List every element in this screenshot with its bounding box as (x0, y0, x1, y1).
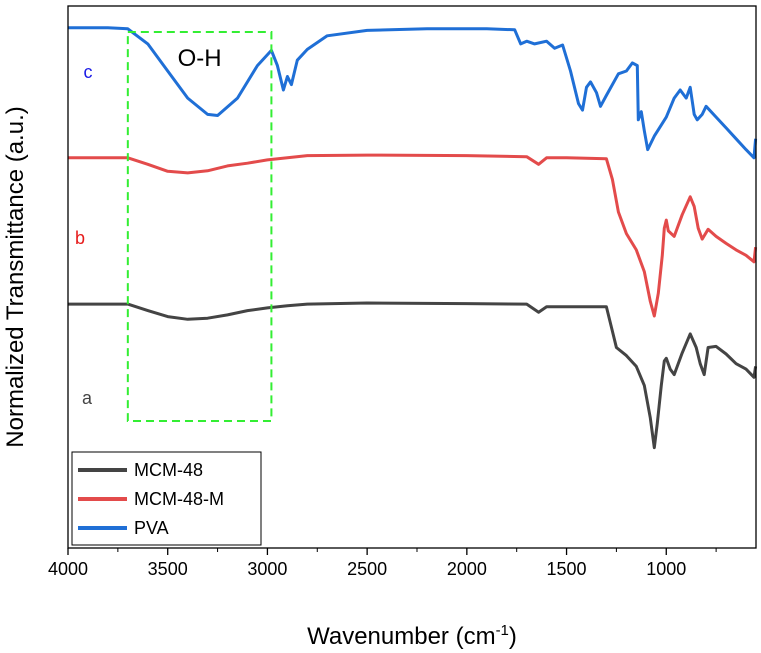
x-tick-label: 2500 (347, 559, 387, 579)
series-line-pva (68, 26, 758, 160)
oh-label: O-H (178, 45, 222, 72)
series-line-mcm-48 (68, 301, 758, 450)
legend-label: MCM-48 (134, 460, 203, 480)
legend-label: MCM-48-M (134, 489, 224, 509)
x-tick-label: 3000 (247, 559, 287, 579)
oh-region-box (126, 31, 273, 422)
series-label-c: c (84, 62, 93, 82)
annotation-layer: O-H c b a (75, 31, 273, 422)
x-tick-label: 1500 (547, 559, 587, 579)
series-line-mcm-48-m (68, 153, 758, 318)
series-label-a: a (82, 388, 93, 408)
x-tick-label: 2000 (447, 559, 487, 579)
x-tick-label: 3500 (148, 559, 188, 579)
x-tick-label: 1000 (646, 559, 686, 579)
y-axis-title: Normalized Transmittance (a.u.) (2, 106, 29, 447)
legend: MCM-48 MCM-48-M PVA (71, 451, 262, 546)
legend-label: PVA (134, 518, 169, 538)
plot-frame (67, 5, 757, 549)
series-layer (68, 26, 758, 450)
x-tick-label: 4000 (48, 559, 88, 579)
x-axis: 4000 3500 3000 2500 2000 1500 1000 (48, 548, 717, 579)
x-axis-title: Wavenumber (cm-1) (307, 622, 517, 650)
series-label-b: b (75, 228, 85, 248)
